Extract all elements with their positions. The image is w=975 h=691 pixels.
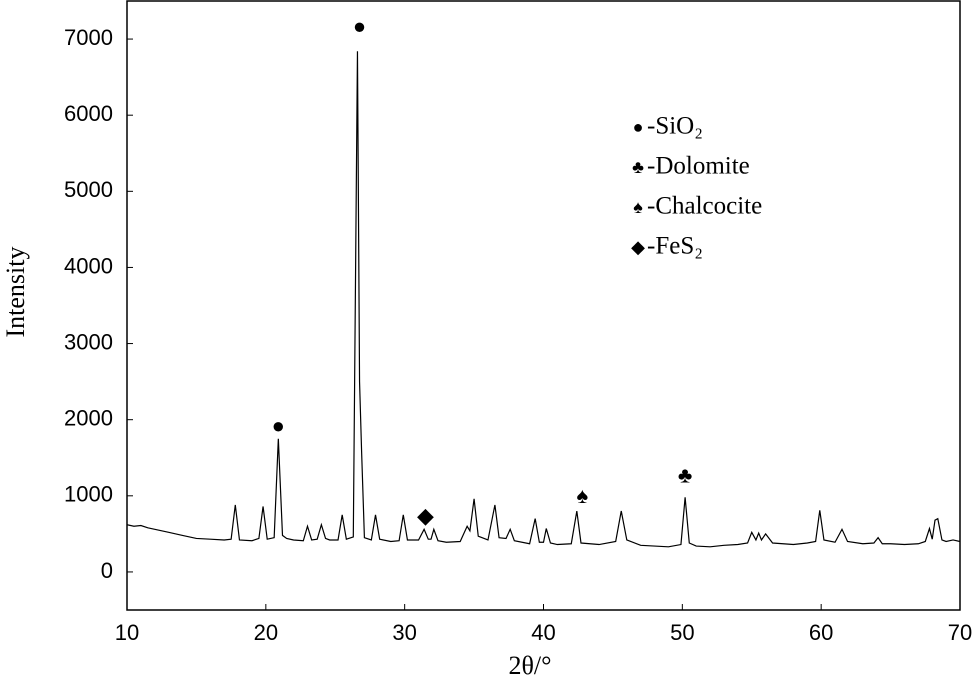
x-tick-label: 60 <box>809 620 833 645</box>
x-tick-label: 70 <box>948 620 972 645</box>
peak-marker: ♣ <box>678 463 692 488</box>
x-axis-label: 2θ/° <box>508 651 551 680</box>
legend-label: -SiO₂ <box>647 113 703 140</box>
y-tick-label: 7000 <box>64 25 113 50</box>
legend-label: -Chalcocite <box>647 193 762 220</box>
peak-marker: ● <box>272 413 285 438</box>
y-tick-label: 6000 <box>64 101 113 126</box>
y-tick-label: 0 <box>101 558 113 583</box>
legend-symbol: ◆ <box>631 237 645 257</box>
peak-marker: ◆ <box>417 503 434 528</box>
peak-marker: ● <box>353 13 366 38</box>
plot-frame <box>126 0 961 611</box>
legend-symbol: ● <box>633 117 644 137</box>
y-tick-label: 4000 <box>64 253 113 278</box>
peak-marker: ♠ <box>577 483 589 508</box>
y-tick-label: 3000 <box>64 329 113 354</box>
y-axis-label: Intensity <box>1 247 30 338</box>
y-tick-label: 1000 <box>64 482 113 507</box>
y-tick-label: 2000 <box>64 406 113 431</box>
legend-symbol: ♣ <box>632 157 644 177</box>
data-line <box>126 51 961 548</box>
legend-label: -FeS₂ <box>647 233 703 260</box>
legend-symbol: ♠ <box>633 197 643 217</box>
y-tick-label: 5000 <box>64 177 113 202</box>
x-tick-label: 20 <box>254 620 278 645</box>
x-tick-label: 10 <box>115 620 139 645</box>
x-tick-label: 30 <box>392 620 416 645</box>
x-tick-label: 50 <box>670 620 694 645</box>
x-tick-label: 40 <box>531 620 555 645</box>
legend-label: -Dolomite <box>647 153 750 180</box>
